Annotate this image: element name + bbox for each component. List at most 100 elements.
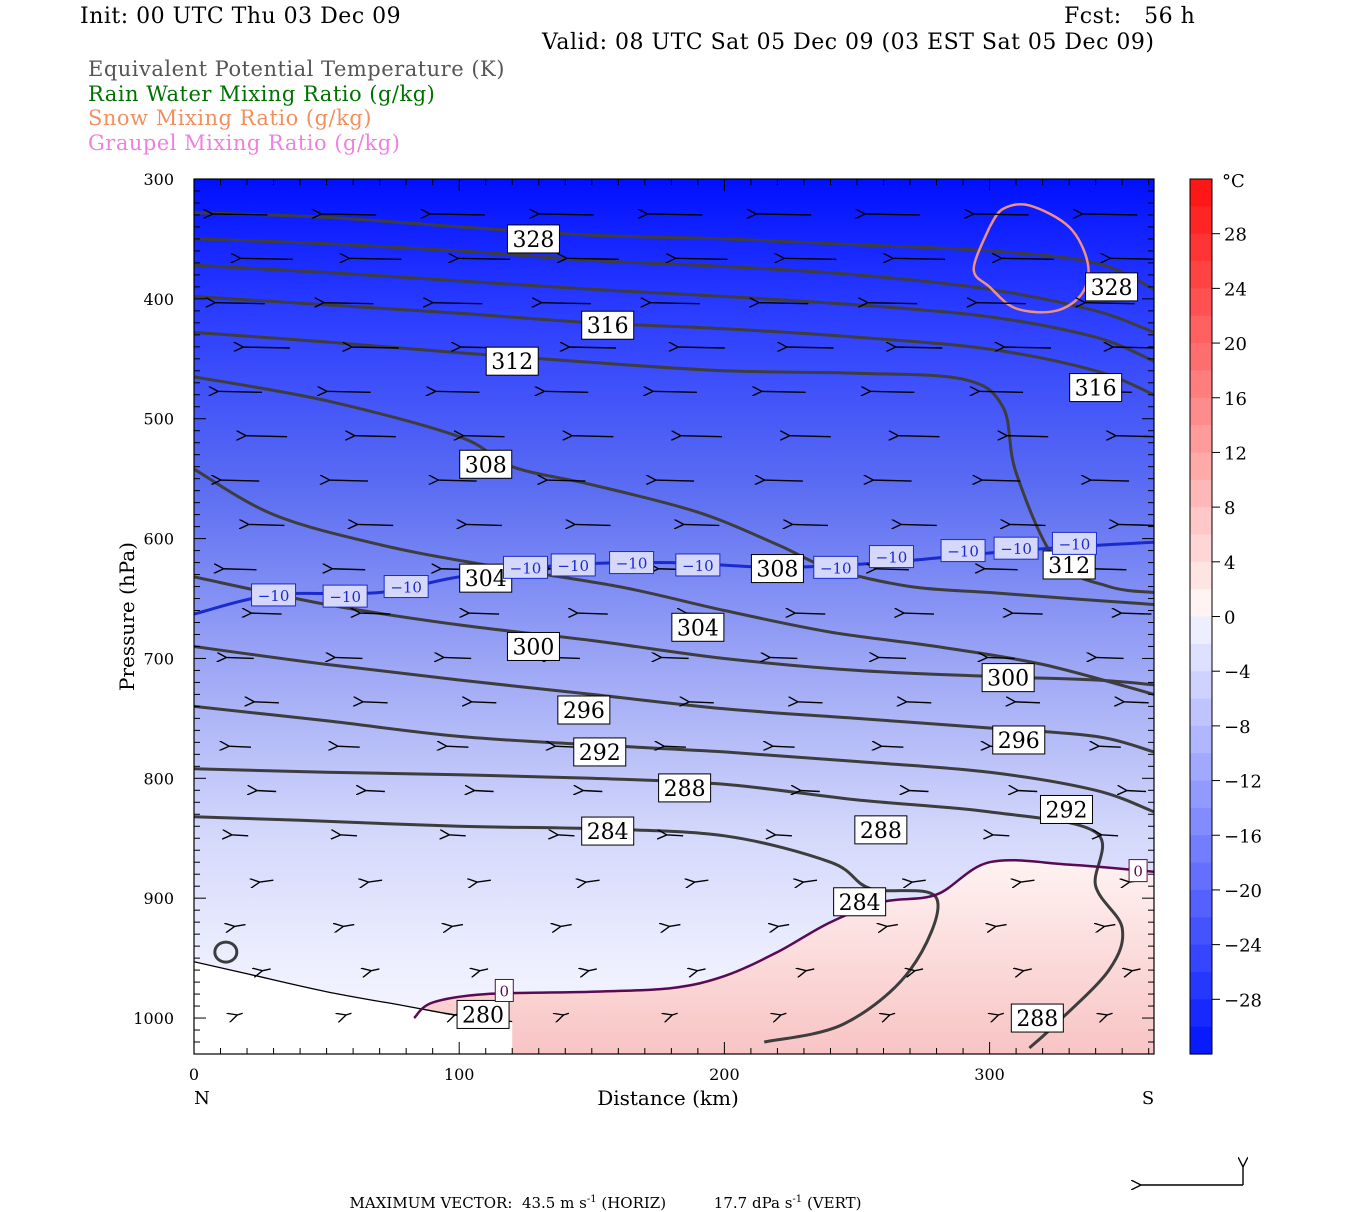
y-tick-label: 900 (143, 889, 174, 908)
isotherm-minus10-label: −10 (813, 555, 859, 579)
wind-vector (864, 214, 920, 215)
x-end-label-right: S (1142, 1088, 1154, 1109)
wind-vector (448, 835, 466, 836)
wind-vector (340, 835, 358, 836)
wind-vector (889, 1013, 896, 1015)
wind-vector (571, 436, 614, 437)
colorbar-unit: °C (1222, 171, 1245, 192)
wind-vector (329, 480, 368, 481)
wind-vector (895, 347, 943, 348)
isotherm-label-text: −10 (820, 559, 852, 577)
theta-e-label-box (485, 346, 539, 376)
wind-vector (217, 391, 262, 392)
wind-vector (256, 791, 277, 792)
wind-vector (262, 969, 271, 971)
theta-e-label-box (750, 554, 804, 584)
theta-e-contour-316 (194, 295, 1154, 397)
isotherm-minus10-label: −10 (1051, 531, 1097, 555)
theta-e-label-text: 304 (677, 616, 719, 641)
wind-vector (463, 436, 505, 437)
theta-e-label-box (658, 773, 712, 803)
isotherm-zero-label: 0 (494, 978, 514, 1002)
max-vector-horiz: 43.5 (521, 1194, 556, 1212)
wind-vector (1082, 214, 1138, 215)
init-time: Init: 00 UTC Thu 03 Dec 09 (80, 4, 402, 29)
colorbar-tick-label: −24 (1224, 936, 1262, 957)
theta-e-label: 316 (1069, 373, 1123, 403)
wind-vector (223, 569, 257, 570)
wind-vector (769, 657, 798, 658)
wind-vector (906, 702, 932, 703)
wind-vector (987, 657, 1015, 658)
colorbar-cell (1190, 452, 1212, 481)
wind-vector (976, 303, 1026, 304)
valid-time: Valid: 08 UTC Sat 05 Dec 09 (03 EST Sat … (542, 30, 1155, 55)
wind-vector (663, 746, 686, 747)
wind-vector (1003, 347, 1051, 348)
wind-vector (772, 746, 795, 747)
theta-e-label: 288 (854, 815, 908, 845)
wind-vector (780, 1013, 787, 1015)
wind-vector (543, 391, 589, 392)
isotherm-label-text: −10 (510, 559, 542, 577)
theta-e-label-box (1010, 1003, 1064, 1033)
wind-vector (588, 969, 597, 971)
y-tick-label: 400 (143, 290, 174, 309)
isotherm-minus10-label: −10 (251, 583, 297, 607)
theta-e-contour-324 (194, 237, 1154, 334)
legend-graupel: Graupel Mixing Ratio (g/kg) (88, 131, 401, 155)
colorbar-cell (1190, 261, 1212, 289)
theta-e-label: 328 (506, 224, 560, 254)
wind-vector (320, 214, 377, 215)
max-vector-label: MAXIMUM VECTOR: (349, 1194, 513, 1212)
colorbar-cell (1190, 999, 1212, 1028)
wind-vector (694, 880, 709, 882)
max-vector-horiz-tag: (HORIZ) (601, 1194, 667, 1212)
wind-vector (794, 613, 826, 614)
y-tick-label: 1000 (133, 1009, 174, 1028)
wind-vector (365, 791, 385, 792)
wind-vector (228, 746, 252, 747)
wind-vector (538, 214, 594, 215)
wind-vector (574, 524, 611, 525)
legend-theta-e: Equivalent Potential Temperature (K) (88, 57, 505, 81)
max-vector-vert: 17.7 (713, 1194, 748, 1212)
wind-vector (805, 969, 815, 971)
wind-vector (546, 480, 586, 481)
wind-vector (1106, 1013, 1113, 1015)
wind-vector (368, 880, 383, 882)
theta-e-label-text: 328 (512, 228, 554, 253)
colorbar-cell (1190, 753, 1212, 782)
colorbar-cell (1190, 370, 1212, 399)
wind-vector (755, 214, 812, 215)
colorbar-cell (1190, 889, 1212, 918)
isotherm-zero (413, 858, 1154, 1019)
wind-vector (585, 880, 600, 882)
theta-e-label: 316 (581, 310, 635, 340)
isotherm-minus10-label: −10 (609, 551, 655, 575)
theta-e-label-box (456, 999, 510, 1029)
wind-vector (474, 791, 494, 792)
colorbar-tick-label: −16 (1224, 826, 1262, 847)
theta-e-label-text: 288 (664, 777, 706, 802)
theta-e-label-box (671, 612, 725, 642)
wind-vector (892, 258, 946, 259)
theta-e-label-text: 284 (839, 891, 881, 916)
wind-vector (362, 702, 388, 703)
snow-mixing-contour (972, 202, 1090, 314)
wind-vector (903, 613, 935, 614)
wind-vector (342, 925, 355, 927)
wind-vector (870, 391, 915, 392)
forecast-hour: Fcst: 56 h (1064, 4, 1196, 29)
wind-vector (761, 391, 806, 392)
theta-e-label-box (557, 695, 611, 725)
wind-vector (881, 746, 904, 747)
isotherm-label-text: −10 (258, 587, 290, 605)
theta-e-label-text: 284 (587, 820, 629, 845)
isotherm-label-text: −10 (390, 579, 422, 597)
wind-vector (1012, 613, 1043, 614)
isotherm-zero-label-text: 0 (1133, 863, 1143, 881)
isotherm-label-text: −10 (1000, 540, 1032, 558)
theta-e-label: 284 (581, 816, 635, 846)
colorbar-cell (1190, 835, 1212, 864)
